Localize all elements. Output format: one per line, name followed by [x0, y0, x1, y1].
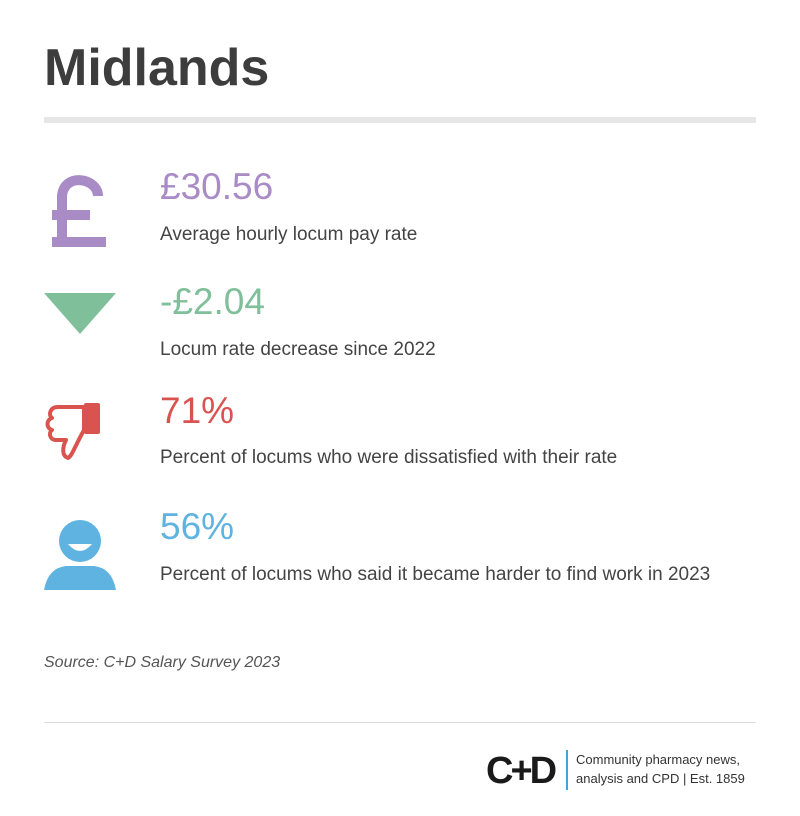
icons	[44, 175, 116, 590]
footer-divider	[44, 722, 756, 723]
stat-value: £30.56	[160, 166, 274, 207]
stat-value: 71%	[160, 390, 235, 431]
stat-value: -£2.04	[160, 281, 265, 322]
stat-label: Percent of locums who were dissatisfied …	[160, 447, 618, 468]
logo-bar	[566, 750, 568, 790]
stat-label: Locum rate decrease since 2022	[160, 339, 436, 360]
logo: C+D	[486, 750, 557, 792]
down-triangle-icon	[44, 293, 116, 334]
stat-value: 56%	[160, 506, 235, 547]
person-icon	[44, 520, 116, 590]
pound-icon	[52, 175, 106, 247]
stat-label: Percent of locums who said it became har…	[160, 564, 711, 585]
stat-label: Average hourly locum pay rate	[160, 224, 418, 245]
source-note: Source: C+D Salary Survey 2023	[44, 654, 281, 671]
title: Midlands	[44, 39, 270, 97]
tagline: Community pharmacy news,	[576, 752, 740, 767]
thumbs-down-icon	[45, 403, 100, 460]
tagline: analysis and CPD | Est. 1859	[576, 771, 745, 786]
divider	[44, 117, 756, 123]
